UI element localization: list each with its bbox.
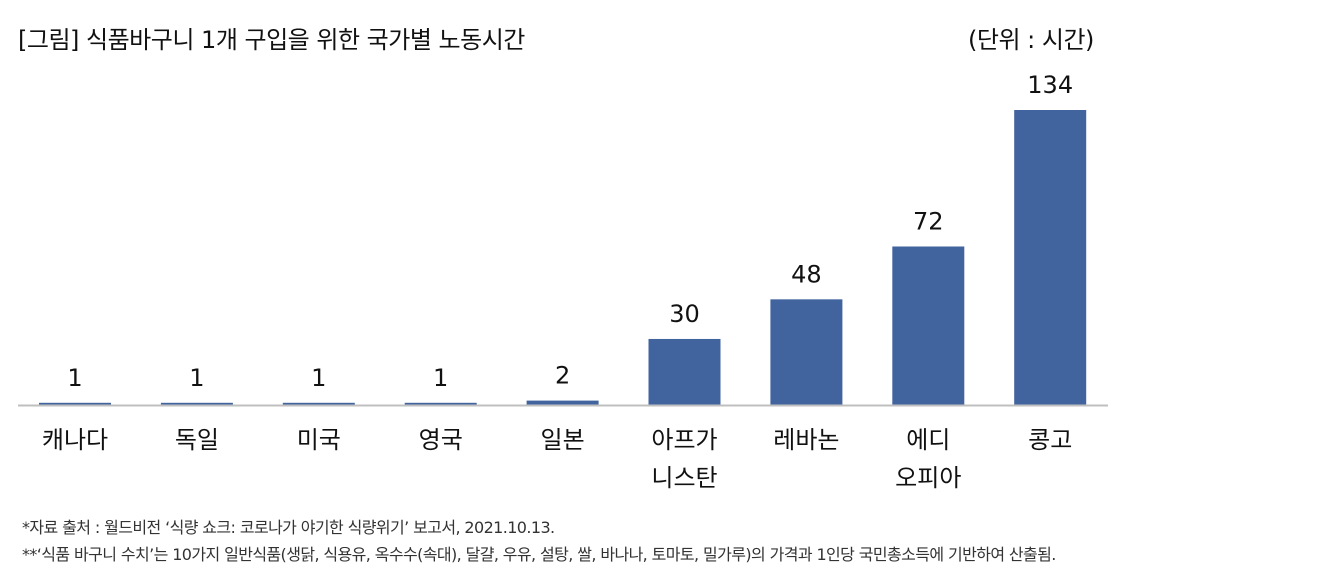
bar: [39, 402, 111, 405]
method-note: **‘식품 바구니 수치’는 10가지 일반식품(생닭, 식용유, 옥수수(속대…: [22, 545, 1056, 564]
data-label: 30: [669, 300, 700, 328]
category-label: 아프가: [651, 426, 717, 454]
category-label: 콩고: [1028, 426, 1072, 454]
data-label: 48: [791, 260, 822, 288]
bar: [526, 400, 599, 405]
chart-title: [그림] 식품바구니 1개 구입을 위한 국가별 노동시간: [18, 26, 525, 54]
data-label: 2: [555, 362, 570, 390]
data-label: 1: [433, 364, 448, 392]
category-label: 캐나다: [42, 426, 108, 454]
source-note: *자료 출처 : 월드비전 ‘식량 쇼크: 코로나가 야기한 식량위기’ 보고서…: [22, 518, 555, 537]
bar: [892, 246, 965, 405]
bar: [282, 402, 355, 405]
category-label: 일본: [541, 426, 585, 454]
bar: [648, 338, 721, 405]
data-label: 72: [913, 207, 944, 235]
category-label: 미국: [297, 426, 341, 454]
data-label: 1: [67, 364, 82, 392]
data-label: 1: [189, 364, 204, 392]
category-label: 독일: [175, 426, 219, 454]
bar: [1014, 110, 1087, 405]
category-label: 레바논: [773, 426, 839, 454]
category-label: 니스탄: [651, 464, 717, 492]
bar: [404, 402, 477, 405]
category-label: 오피아: [895, 464, 961, 492]
unit-label: (단위 : 시간): [968, 26, 1094, 54]
data-label: 1: [311, 364, 326, 392]
data-label: 134: [1027, 71, 1073, 99]
bar: [770, 299, 843, 405]
category-label: 에디: [906, 426, 950, 454]
category-label: 영국: [419, 426, 463, 454]
bar: [160, 402, 233, 405]
